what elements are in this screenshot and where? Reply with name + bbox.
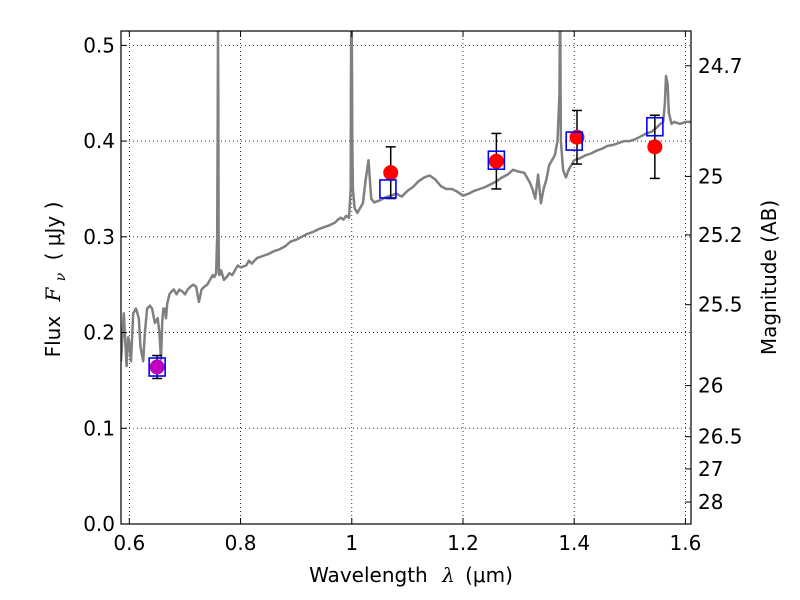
magnitude-axis-ticks: 24.7 25 25.2 25.5 26 26.5 27 28: [685, 54, 743, 514]
observed-point: [149, 359, 165, 375]
y-axis-label-subscript: ν: [53, 272, 69, 281]
model-squares: [148, 116, 664, 377]
x-axis-label-prefix: Wavelength: [309, 563, 428, 587]
x-tick-label: 0.6: [113, 531, 145, 555]
x-axis-label: Wavelength λ (μm): [309, 563, 513, 587]
y-tick-label: 0.4: [83, 129, 115, 153]
model-square: [565, 131, 584, 151]
y-axis-label-symbol: F: [41, 286, 65, 302]
x-tick-label: 1: [345, 531, 358, 555]
magnitude-tick-label: 27: [698, 457, 723, 481]
x-tick-label: 1.4: [558, 531, 590, 555]
model-square: [487, 150, 506, 171]
y-tick-label: 0.2: [83, 321, 115, 345]
magnitude-tick-label: 25.5: [698, 293, 743, 317]
y-tick-label: 0.3: [83, 225, 115, 249]
x-tick-label: 1.2: [447, 531, 479, 555]
x-axis-label-symbol: λ: [441, 563, 455, 587]
y-tick-label: 0.5: [83, 33, 115, 57]
observed-point: [647, 139, 663, 155]
model-square: [379, 179, 397, 199]
spectrum-line: [121, 31, 691, 368]
y-axis-ticks: 0.0 0.1 0.2 0.3 0.4 0.5: [83, 33, 127, 536]
observed-point: [488, 153, 504, 169]
spectrum-series: [121, 31, 691, 368]
observed-point: [383, 165, 399, 181]
y-tick-label: 0.0: [83, 512, 115, 536]
model-square: [148, 357, 166, 377]
x-axis-ticks: 0.6 0.8 1 1.2 1.4 1.6: [113, 31, 701, 555]
x-tick-label: 1.6: [670, 531, 702, 555]
y-axis-label-prefix: Flux: [41, 316, 65, 358]
y-axis-label-unit: ( μJy ): [41, 202, 65, 261]
observed-point: [569, 129, 585, 145]
x-axis-label-unit: (μm): [465, 563, 513, 587]
magnitude-tick-label: 24.7: [698, 54, 743, 78]
magnitude-tick-label: 25: [698, 164, 723, 188]
magnitude-tick-label: 26.5: [698, 425, 743, 449]
observed-points: [149, 129, 663, 375]
y-axis-label: Flux F ν ( μJy ): [41, 202, 70, 358]
magnitude-tick-label: 26: [698, 374, 723, 398]
magnitude-axis-label: Magnitude (AB): [757, 200, 781, 355]
magnitude-tick-label: 25.2: [698, 223, 743, 247]
magnitude-tick-label: 28: [698, 490, 723, 514]
x-tick-label: 0.8: [225, 531, 257, 555]
plot-frame: [120, 30, 692, 525]
model-square: [646, 116, 664, 137]
y-tick-label: 0.1: [83, 416, 115, 440]
